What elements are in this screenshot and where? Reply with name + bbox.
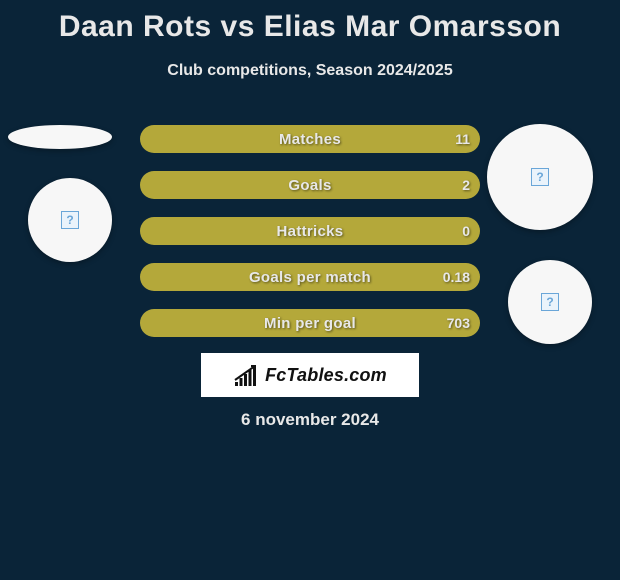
stat-row: Goals2 [140, 171, 480, 199]
brand-text: FcTables.com [265, 365, 387, 386]
stat-value: 11 [455, 125, 470, 153]
stat-row: Min per goal703 [140, 309, 480, 337]
stat-value: 2 [462, 171, 470, 199]
stat-bars: Matches11 Goals2 Hattricks0 Goals per match… [140, 125, 480, 355]
stat-label: Matches [140, 125, 480, 153]
stat-label: Min per goal [140, 309, 480, 337]
page-title: Daan Rots vs Elias Mar Omarsson [0, 0, 620, 44]
avatar-left-ellipse [8, 125, 112, 149]
stat-label: Hattricks [140, 217, 480, 245]
placeholder-icon: ? [531, 168, 549, 186]
stat-row: Hattricks0 [140, 217, 480, 245]
placeholder-icon: ? [541, 293, 559, 311]
stat-value: 0.18 [443, 263, 470, 291]
stat-value: 0 [462, 217, 470, 245]
stat-label: Goals per match [140, 263, 480, 291]
stat-value: 703 [447, 309, 470, 337]
brand-badge: FcTables.com [201, 353, 419, 397]
stat-row: Goals per match0.18 [140, 263, 480, 291]
stat-label: Goals [140, 171, 480, 199]
avatar-right-bottom-circle: ? [508, 260, 592, 344]
date-text: 6 november 2024 [0, 410, 620, 430]
avatar-right-top-circle: ? [487, 124, 593, 230]
stat-row: Matches11 [140, 125, 480, 153]
page-subtitle: Club competitions, Season 2024/2025 [0, 62, 620, 80]
bar-chart-icon [233, 364, 259, 386]
avatar-left-circle: ? [28, 178, 112, 262]
placeholder-icon: ? [61, 211, 79, 229]
